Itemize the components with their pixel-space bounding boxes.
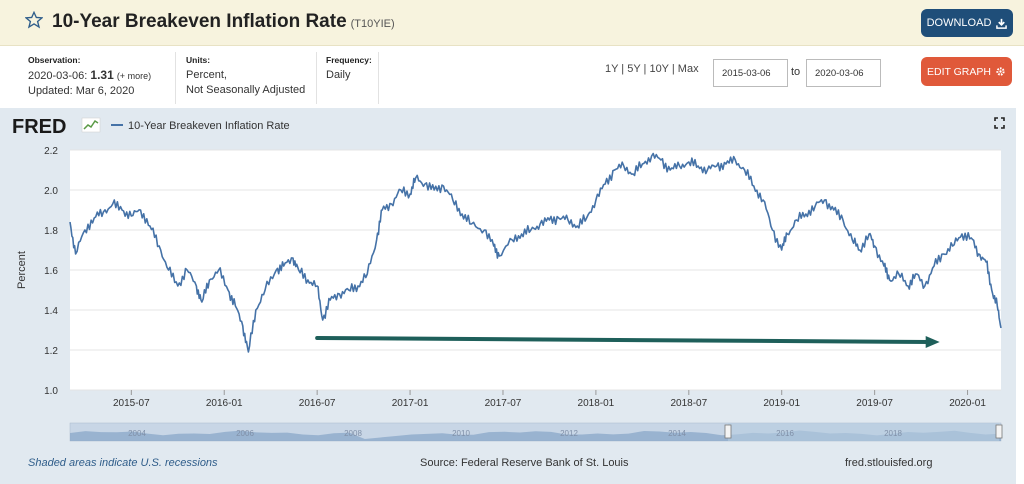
y-axis-label: Percent xyxy=(16,251,28,289)
title-bar: 10-Year Breakeven Inflation Rate (T10YIE)… xyxy=(0,0,1024,46)
arrow-head xyxy=(925,336,940,348)
meta-divider xyxy=(378,52,379,104)
navigator-year-label: 2014 xyxy=(668,429,686,438)
recession-note: Shaded areas indicate U.S. recessions xyxy=(28,457,218,469)
x-ticks: 2015-07 2016-01 2016-07 2017-01 2017-07 2018-… xyxy=(113,390,986,409)
y-tick-label: 1.6 xyxy=(44,266,58,277)
frequency-block: Frequency: Daily xyxy=(326,55,372,83)
units-label: Units: xyxy=(186,55,211,65)
meta-divider xyxy=(175,52,176,104)
frequency-label: Frequency: xyxy=(326,55,372,65)
x-tick-label: 2016-07 xyxy=(299,398,336,409)
series-title: 10-Year Breakeven Inflation Rate xyxy=(52,11,347,32)
navigator-year-label: 2004 xyxy=(128,429,146,438)
navigator-year-label: 2018 xyxy=(884,429,902,438)
observation-date: 2020-03-06: xyxy=(28,70,88,82)
navigator-labels: 2004 2006 2008 2010 2012 2014 2016 2018 xyxy=(128,429,902,438)
x-tick-label: 2019-07 xyxy=(856,398,893,409)
site-link[interactable]: fred.stlouisfed.org xyxy=(845,457,933,469)
source-text: Source: Federal Reserve Bank of St. Loui… xyxy=(420,457,629,469)
start-date-input[interactable]: 2015-03-06 xyxy=(713,59,788,87)
y-tick-label: 1.4 xyxy=(44,306,58,317)
chart: FRED 10-Year Breakeven Inflation Rate 1.… xyxy=(12,116,1005,442)
overview-navigator[interactable]: 2004 2006 2008 2010 2012 2014 2016 2018 xyxy=(69,422,1003,442)
page-title: 10-Year Breakeven Inflation Rate (T10YIE) xyxy=(52,11,395,33)
meta-divider xyxy=(316,52,317,104)
navigator-year-label: 2012 xyxy=(560,429,578,438)
y-tick-label: 1.0 xyxy=(44,386,58,397)
x-tick-label: 2017-01 xyxy=(392,398,429,409)
gear-icon xyxy=(996,67,1005,76)
observation-value: 1.31 xyxy=(90,68,114,82)
navigator-handle-left[interactable] xyxy=(724,424,732,439)
units-line-2: Not Seasonally Adjusted xyxy=(186,84,306,96)
fred-logo: FRED xyxy=(12,116,101,138)
edit-graph-label: EDIT GRAPH xyxy=(927,65,991,78)
fullscreen-icon[interactable] xyxy=(994,117,1005,129)
navigator-handle-right[interactable] xyxy=(995,424,1003,439)
navigator-year-label: 2010 xyxy=(452,429,470,438)
edit-graph-button[interactable]: EDIT GRAPH xyxy=(921,57,1012,86)
observation-label: Observation: xyxy=(28,55,81,65)
star-icon[interactable] xyxy=(25,11,43,29)
y-tick-label: 1.2 xyxy=(44,346,58,357)
observation-block: Observation: 2020-03-06: 1.31 (+ more) U… xyxy=(28,55,151,99)
y-ticks: 1.0 1.2 1.4 1.6 1.8 2.0 2.2 xyxy=(44,146,58,397)
x-tick-label: 2016-01 xyxy=(206,398,243,409)
navigator-selection xyxy=(728,423,999,441)
series-id: (T10YIE) xyxy=(350,18,395,30)
x-tick-label: 2019-01 xyxy=(763,398,800,409)
more-link[interactable]: (+ more) xyxy=(116,71,152,81)
y-tick-label: 2.0 xyxy=(44,186,58,197)
x-tick-label: 2017-07 xyxy=(485,398,522,409)
download-button[interactable]: DOWNLOAD xyxy=(921,9,1013,37)
updated-text: Updated: Mar 6, 2020 xyxy=(28,85,135,97)
units-block: Units: Percent, Not Seasonally Adjusted xyxy=(186,55,305,98)
x-tick-label: 2020-01 xyxy=(949,398,986,409)
download-label: DOWNLOAD xyxy=(926,17,992,29)
x-tick-label: 2018-01 xyxy=(578,398,615,409)
range-links[interactable]: 1Y | 5Y | 10Y | Max xyxy=(605,63,699,75)
annotation-arrow xyxy=(315,336,940,348)
fred-logo-mark-line xyxy=(83,119,99,130)
end-date-input[interactable]: 2020-03-06 xyxy=(806,59,881,87)
series-line xyxy=(69,152,1002,353)
to-label: to xyxy=(791,66,801,78)
y-tick-label: 2.2 xyxy=(44,146,58,157)
navigator-year-label: 2016 xyxy=(776,429,794,438)
download-icon xyxy=(996,18,1008,29)
fred-logo-mark xyxy=(81,117,101,133)
x-tick-label: 2015-07 xyxy=(113,398,150,409)
frequency-value: Daily xyxy=(326,69,351,81)
navigator-year-label: 2006 xyxy=(236,429,254,438)
x-tick-label: 2018-07 xyxy=(670,398,707,409)
legend-label: 10-Year Breakeven Inflation Rate xyxy=(128,120,290,132)
arrow-shaft xyxy=(315,336,932,344)
y-tick-label: 1.8 xyxy=(44,226,58,237)
navigator-year-label: 2008 xyxy=(344,429,362,438)
units-line-1: Percent, xyxy=(186,69,227,81)
fred-logo-text: FRED xyxy=(12,116,66,138)
